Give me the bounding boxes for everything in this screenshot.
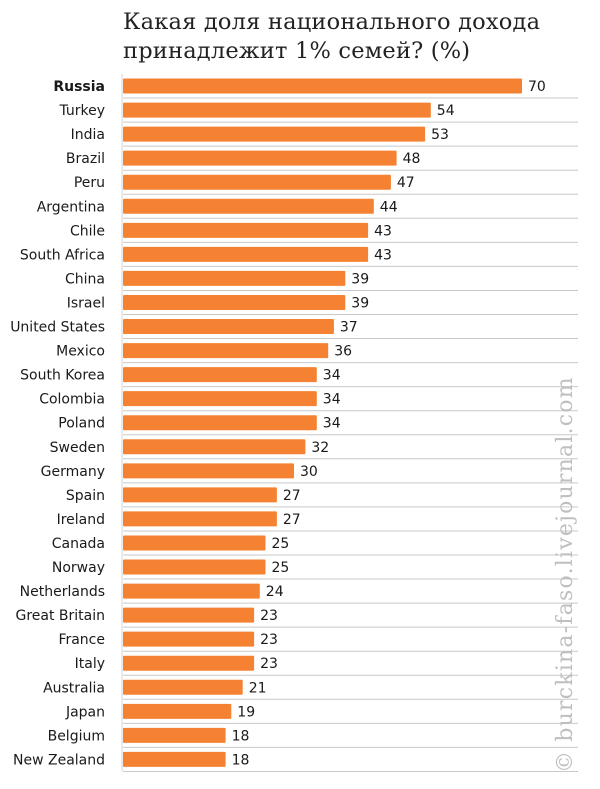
value-label: 18 [232, 728, 250, 744]
bar-brazil [123, 150, 397, 166]
bar-turkey [123, 102, 431, 118]
category-label: Japan [65, 704, 105, 720]
bar-chile [123, 222, 369, 238]
bar-sweden [123, 439, 306, 455]
category-label: Italy [75, 656, 105, 672]
bar-japan [123, 703, 232, 719]
bar-israel [123, 294, 346, 310]
category-label: Ireland [57, 512, 105, 528]
value-label: 32 [311, 440, 329, 456]
bar-argentina [123, 198, 374, 214]
category-label: Chile [70, 223, 105, 239]
watermark-text: © burckina-faso.livejournal.com [553, 376, 578, 773]
value-label: 34 [323, 416, 341, 432]
value-label: 34 [323, 392, 341, 408]
category-label: Brazil [66, 151, 105, 167]
value-label: 19 [237, 704, 255, 720]
category-label: France [58, 632, 105, 648]
value-label: 39 [351, 271, 369, 287]
bar-mexico [123, 343, 329, 359]
bar-canada [123, 535, 266, 551]
value-label: 30 [300, 464, 318, 480]
value-label: 48 [403, 151, 421, 167]
bar-france [123, 631, 255, 647]
value-label: 34 [323, 368, 341, 384]
category-label: Mexico [56, 344, 105, 360]
bar-norway [123, 559, 266, 575]
value-label: 23 [260, 632, 278, 648]
value-label: 36 [334, 344, 352, 360]
category-label: Spain [66, 488, 105, 504]
value-label: 37 [340, 320, 358, 336]
value-label: 39 [351, 295, 369, 311]
category-label: Netherlands [20, 584, 105, 600]
category-label: Argentina [37, 199, 105, 215]
value-label: 21 [249, 680, 267, 696]
category-label: United States [10, 320, 105, 336]
chart-title: Какая доля национального дохода принадле… [123, 8, 593, 66]
category-label: Norway [52, 560, 105, 576]
category-label: Sweden [50, 440, 105, 456]
bar-germany [123, 463, 294, 479]
value-label: 27 [283, 512, 301, 528]
value-label: 43 [374, 247, 392, 263]
bar-australia [123, 679, 243, 695]
bar-spain [123, 487, 277, 503]
value-label: 23 [260, 608, 278, 624]
category-label: Great Britain [15, 608, 105, 624]
value-label: 54 [437, 103, 455, 119]
value-label: 27 [283, 488, 301, 504]
category-label: Germany [41, 464, 105, 480]
value-label: 47 [397, 175, 415, 191]
value-label: 25 [272, 536, 290, 552]
category-label: Colombia [39, 392, 105, 408]
bar-india [123, 126, 426, 142]
value-label: 43 [374, 223, 392, 239]
bar-south-africa [123, 246, 369, 262]
bar-peru [123, 174, 391, 190]
category-label: Israel [67, 295, 105, 311]
value-label: 44 [380, 199, 398, 215]
bar-colombia [123, 391, 317, 407]
value-label: 24 [266, 584, 284, 600]
category-label: China [65, 271, 105, 287]
bar-ireland [123, 511, 277, 527]
category-label: Australia [43, 680, 105, 696]
category-label: Canada [52, 536, 105, 552]
category-label: South Korea [20, 368, 105, 384]
value-label: 23 [260, 656, 278, 672]
bar-russia [123, 78, 522, 94]
bar-netherlands [123, 583, 260, 599]
category-label: Russia [53, 79, 105, 95]
category-label: South Africa [20, 247, 105, 263]
value-label: 70 [528, 79, 546, 95]
category-label: India [71, 127, 105, 143]
bar-poland [123, 415, 317, 431]
value-label: 25 [272, 560, 290, 576]
bar-belgium [123, 727, 226, 743]
category-label: Poland [58, 416, 105, 432]
bar-united-states [123, 319, 334, 335]
bar-new-zealand [123, 751, 226, 767]
bar-great-britain [123, 607, 255, 623]
bar-italy [123, 655, 255, 671]
value-label: 53 [431, 127, 449, 143]
value-label: 18 [232, 752, 250, 768]
category-label: Turkey [58, 103, 105, 119]
category-label: Peru [74, 175, 105, 191]
chart-title-line2: принадлежит 1% семей? (%) [123, 38, 471, 64]
category-label: New Zealand [13, 752, 105, 768]
bar-china [123, 270, 346, 286]
chart-title-line1: Какая доля национального дохода [123, 9, 541, 35]
bar-south-korea [123, 367, 317, 383]
category-label: Belgium [48, 728, 105, 744]
